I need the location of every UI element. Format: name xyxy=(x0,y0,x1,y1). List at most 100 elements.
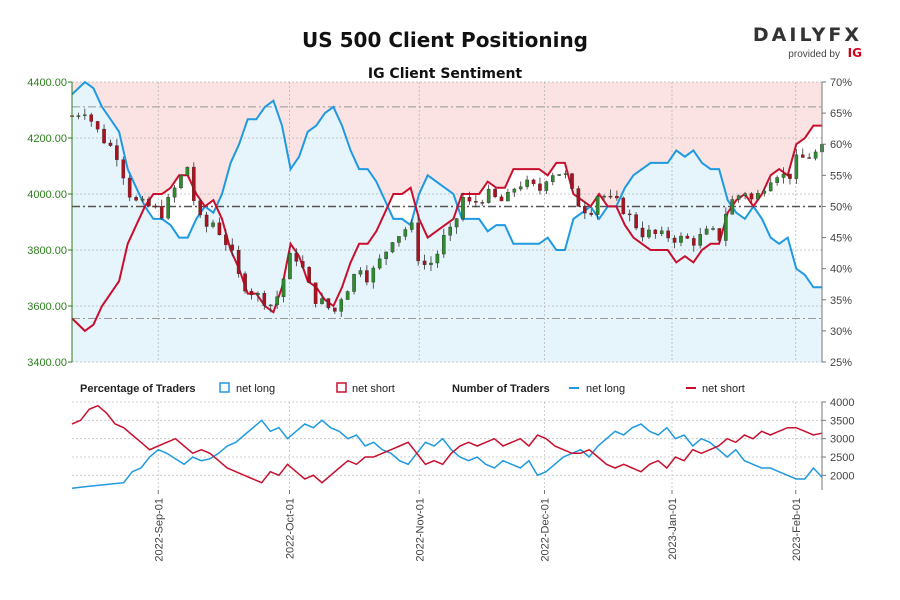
legend-pct-short-label: net short xyxy=(352,383,395,395)
candle xyxy=(422,254,427,270)
candle xyxy=(83,108,87,120)
candle xyxy=(576,185,581,207)
candle xyxy=(377,254,382,270)
candle xyxy=(467,191,472,205)
candle xyxy=(313,282,318,308)
pct-tick-label: 60% xyxy=(830,139,852,151)
candle xyxy=(102,124,106,145)
candle xyxy=(275,290,279,310)
candle xyxy=(461,192,465,222)
candle xyxy=(435,250,440,268)
candle xyxy=(352,273,356,295)
candle xyxy=(518,181,523,192)
candle xyxy=(550,172,555,186)
legend-pct-long-label: net long xyxy=(236,383,275,395)
legend-num-long-label: net long xyxy=(586,383,625,395)
brand-logo: DAILYFX provided by IG xyxy=(753,24,862,60)
candle xyxy=(672,235,677,249)
candle xyxy=(448,222,453,242)
legend: Percentage of Traders net long net short… xyxy=(80,382,745,395)
candle xyxy=(333,307,337,314)
candle xyxy=(538,177,542,195)
legend-percentage-title: Percentage of Traders xyxy=(80,383,196,395)
candle xyxy=(339,297,344,317)
candle xyxy=(480,199,485,206)
candle xyxy=(300,255,305,269)
net-long-count-line xyxy=(71,419,823,489)
price-tick-label: 4200.00 xyxy=(27,133,67,145)
candle xyxy=(807,153,811,159)
candle xyxy=(756,189,760,200)
candle xyxy=(813,149,818,161)
candle xyxy=(666,226,670,242)
candle xyxy=(711,226,715,231)
candle xyxy=(320,292,324,305)
candle xyxy=(134,195,138,202)
candle xyxy=(211,219,215,229)
price-tick-label: 3400.00 xyxy=(27,357,67,369)
candle xyxy=(615,190,619,201)
candle xyxy=(512,187,517,197)
candle xyxy=(403,226,408,241)
candle xyxy=(358,267,363,278)
date-tick-label: 2022-Dec-01 xyxy=(540,498,552,562)
legend-pct-short-swatch xyxy=(336,382,347,393)
count-tick-label: 2500 xyxy=(830,452,854,464)
candle xyxy=(730,195,735,215)
pct-tick-label: 55% xyxy=(830,170,852,182)
candle xyxy=(653,229,658,239)
candle xyxy=(416,216,420,266)
net-short-count-line xyxy=(71,404,823,484)
price-tick-label: 3800.00 xyxy=(27,245,67,257)
candle xyxy=(268,304,273,313)
legend-number-title: Number of Traders xyxy=(452,383,550,395)
candle xyxy=(159,199,164,220)
candle xyxy=(454,218,459,234)
date-axis-ticks: 2022-Sep-01 2022-Oct-01 2022-Nov-01 2022-De… xyxy=(153,490,803,562)
candle xyxy=(775,175,779,186)
candle xyxy=(557,174,561,176)
candle xyxy=(127,175,132,202)
candle xyxy=(384,251,388,265)
candle xyxy=(640,221,645,242)
pct-axis-ticks: 25% 30% 35% 40% 45% 50% 55% 60% 65% 70% xyxy=(822,77,852,369)
candle xyxy=(595,194,600,220)
candle xyxy=(345,290,350,300)
candle xyxy=(365,265,369,286)
candle xyxy=(602,194,606,201)
count-tick-label: 2000 xyxy=(830,470,854,482)
pct-tick-label: 35% xyxy=(830,295,852,307)
candle xyxy=(762,187,767,197)
candle xyxy=(281,278,286,303)
candle xyxy=(486,184,491,204)
count-axis-ticks: 2000 2500 3000 3500 4000 xyxy=(822,397,854,482)
chart-title: US 500 Client Positioning xyxy=(302,28,588,52)
main-grid xyxy=(72,81,822,363)
candle xyxy=(390,241,395,254)
pct-tick-label: 70% xyxy=(830,77,852,89)
pct-tick-label: 25% xyxy=(830,357,852,369)
candle xyxy=(166,193,170,220)
candle xyxy=(679,232,683,247)
candle xyxy=(506,188,510,202)
candle xyxy=(217,217,222,236)
candle xyxy=(191,162,196,206)
date-tick-label: 2022-Nov-01 xyxy=(414,498,426,562)
date-tick-label: 2022-Oct-01 xyxy=(285,498,297,559)
candle xyxy=(243,271,247,294)
candle xyxy=(698,227,703,249)
candle xyxy=(121,156,126,185)
price-tick-label: 3600.00 xyxy=(27,301,67,313)
candle xyxy=(326,298,331,310)
candle xyxy=(691,235,696,252)
brand-partner: IG xyxy=(848,46,862,60)
pct-tick-label: 45% xyxy=(830,233,852,245)
brand-tagline: provided by xyxy=(788,49,840,60)
count-tick-label: 4000 xyxy=(830,397,854,409)
candle xyxy=(525,175,529,190)
candle xyxy=(531,178,536,187)
candle xyxy=(307,266,311,284)
candle xyxy=(474,195,478,208)
candle xyxy=(794,148,799,184)
